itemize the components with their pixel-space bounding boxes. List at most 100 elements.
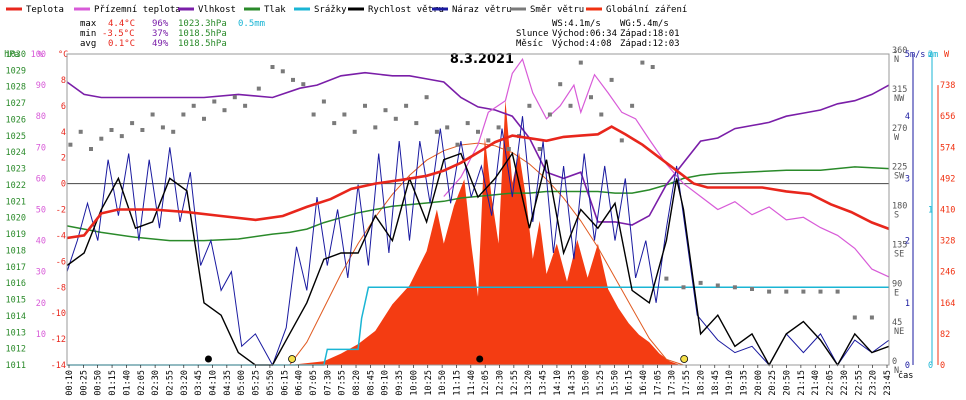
- series-humidity: [66, 71, 890, 226]
- x-tick-label: 01:15: [108, 370, 118, 396]
- legend-label: Náraz větru: [452, 5, 512, 15]
- tick-radiation: 164: [940, 299, 955, 309]
- moonrise-marker: [204, 355, 212, 363]
- wind-direction-point: [321, 99, 326, 104]
- x-tick-label: 17:05: [653, 370, 663, 396]
- tick-humidity: 20: [36, 299, 46, 309]
- wind-direction-point: [68, 142, 73, 147]
- chart-title: 8.3.2021: [450, 52, 514, 67]
- wind-direction-point: [232, 95, 237, 100]
- wind-direction-point: [630, 103, 635, 108]
- x-tick-label: 04:35: [223, 370, 233, 396]
- x-tick-label: 22:05: [826, 370, 836, 396]
- tick-pressure: 1022: [6, 181, 26, 191]
- axis-title-mm: mm: [928, 50, 938, 60]
- x-tick-label: 10:50: [438, 370, 448, 396]
- wind-direction-point: [291, 77, 295, 82]
- wind-direction-point: [496, 125, 501, 130]
- wind-direction-point: [547, 112, 552, 117]
- wind-direction-point: [414, 121, 419, 126]
- tick-radiation: 738: [940, 81, 955, 91]
- wind-direction-point: [455, 142, 460, 147]
- tick-rain: 1: [928, 206, 933, 216]
- wind-direction-point: [835, 289, 840, 294]
- tick-wind-dir-deg: 225: [892, 163, 907, 173]
- x-tick-label: 14:35: [567, 370, 577, 396]
- wind-direction-point: [750, 287, 754, 291]
- moonset-text: Západ:12:03: [620, 39, 680, 49]
- tick-temperature: -8: [56, 283, 66, 293]
- x-tick-label: 06:15: [280, 370, 290, 396]
- wind-direction-point: [852, 315, 857, 320]
- series-wind-gust: [66, 116, 890, 367]
- stat-max-temp: 4.4°C: [108, 19, 135, 29]
- tick-pressure: 1018: [6, 246, 26, 256]
- tick-wind-ms: 2: [905, 237, 910, 247]
- wind-direction-point: [150, 112, 155, 117]
- wind-direction-point: [202, 116, 206, 121]
- x-tick-label: 17:30: [668, 370, 678, 396]
- x-tick-label: 08:45: [366, 370, 376, 396]
- x-tick-label: 22:55: [854, 370, 864, 396]
- tick-wind-dir-deg: 0: [892, 357, 897, 367]
- wind-direction-point: [89, 147, 93, 151]
- wind-direction-point: [681, 285, 686, 290]
- tick-wind-ms: 1: [905, 299, 910, 309]
- axis-title-w: W: [944, 50, 950, 60]
- tick-humidity: 30: [36, 268, 46, 278]
- x-tick-label: 23:45: [883, 370, 893, 396]
- wind-direction-point: [332, 121, 337, 126]
- wind-direction-point: [784, 289, 789, 294]
- wind-direction-point: [537, 147, 542, 151]
- tick-wind-ms: 0: [905, 361, 910, 371]
- wind-direction-point: [732, 285, 737, 290]
- wind-direction-point: [445, 125, 450, 130]
- x-tick-label: 12:30: [496, 370, 506, 396]
- tick-radiation: 328: [940, 237, 955, 247]
- tick-pressure: 1030: [6, 50, 26, 60]
- tick-wind-dir-name: N: [894, 366, 899, 376]
- x-tick-label: 07:05: [309, 370, 319, 396]
- tick-pressure: 1013: [6, 328, 26, 338]
- x-tick-label: 12:55: [510, 370, 520, 396]
- tick-temperature: 6: [61, 102, 66, 112]
- wind-direction-point: [78, 129, 83, 134]
- wind-direction-point: [465, 121, 470, 126]
- wind-direction-point: [181, 112, 186, 117]
- stats-block: max 4.4°C 96% 1023.3hPa 0.5mm min -3.5°C…: [80, 19, 265, 49]
- tick-pressure: 1015: [6, 296, 26, 306]
- tick-pressure: 1019: [6, 230, 26, 240]
- tick-radiation: 246: [940, 268, 955, 278]
- x-tick-label: 22:30: [840, 370, 850, 396]
- sunrise-marker: [288, 355, 296, 363]
- wind-direction-point: [801, 289, 806, 294]
- sunset-text: Západ:18:01: [620, 29, 680, 39]
- tick-temperature: -6: [56, 257, 66, 267]
- tick-temperature: -14: [51, 361, 66, 371]
- wind-direction-point: [486, 138, 491, 143]
- series-pressure: [66, 166, 890, 242]
- axis-title-pct: %: [38, 50, 43, 60]
- x-tick-label: 19:10: [725, 370, 735, 396]
- wind-direction-point: [609, 77, 614, 82]
- wind-direction-point: [256, 86, 261, 91]
- axis-title-time: čas: [898, 370, 913, 381]
- tick-wind-dir-deg: 90: [892, 279, 902, 289]
- x-tick-label: 20:25: [768, 370, 778, 396]
- x-tick-label: 03:45: [194, 370, 204, 396]
- x-tick-label: 03:20: [180, 370, 190, 396]
- x-tick-label: 21:40: [811, 370, 821, 396]
- wind-direction-point: [191, 103, 196, 108]
- wind-direction-point: [424, 95, 429, 100]
- series-radiation-area: [289, 99, 681, 365]
- x-tick-label: 11:40: [467, 370, 477, 396]
- tick-wind-dir-deg: 315: [892, 85, 907, 95]
- tick-temperature: 4: [61, 128, 66, 138]
- x-tick-label: 16:15: [625, 370, 635, 396]
- axis-title-c: °C: [58, 50, 68, 60]
- tick-wind-dir-deg: 180: [892, 202, 907, 212]
- plot-area: [66, 57, 890, 367]
- x-tick-label: 01:40: [122, 370, 132, 396]
- wind-direction-point: [818, 289, 823, 294]
- wind-direction-point: [589, 95, 593, 100]
